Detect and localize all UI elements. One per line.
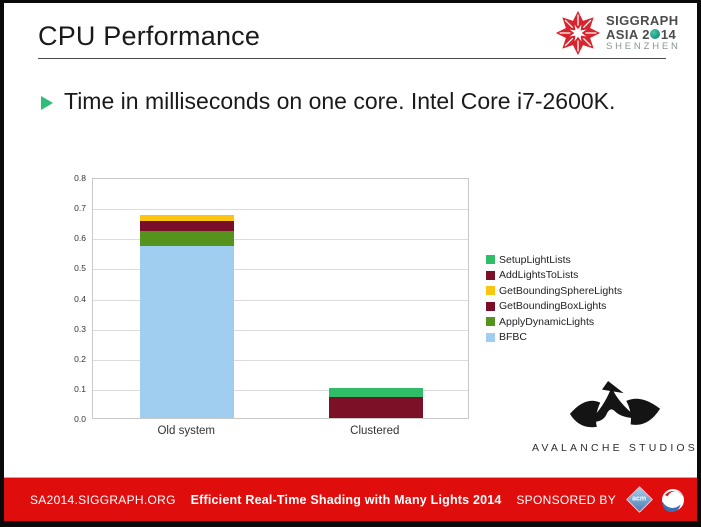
- gridline: [93, 359, 468, 361]
- bullet-text: Time in milliseconds on one core. Intel …: [64, 88, 616, 114]
- y-axis-tick-label: 0.2: [74, 353, 86, 364]
- siggraph-asia-logo: SIGGRAPH ASIA 2 14 SHENZHEN: [554, 9, 681, 57]
- globe-icon: [650, 29, 661, 40]
- legend-swatch-icon: [486, 255, 495, 265]
- acm-logo-icon: acm: [626, 486, 653, 513]
- footer-sponsors: SPONSORED BY acm: [516, 486, 685, 513]
- legend-label: GetBoundingSphereLights: [499, 284, 623, 297]
- gridline: [93, 209, 468, 211]
- bullet-triangle-icon: [41, 96, 53, 110]
- legend-label: BFBC: [499, 331, 528, 344]
- legend-item: ApplyDynamicLights: [486, 314, 622, 330]
- chart-plot-area: [92, 178, 469, 419]
- legend-item: GetBoundingSphereLights: [486, 283, 622, 299]
- legend-swatch-icon: [486, 332, 495, 342]
- siggraph-logo-line1: SIGGRAPH: [606, 12, 679, 28]
- slide: CPU Performance: [4, 3, 697, 521]
- gridline: [93, 329, 468, 331]
- y-axis-tick-label: 0.3: [74, 323, 86, 334]
- bar-segment-ApplyDynamicLights: [140, 231, 235, 247]
- y-axis-tick-label: 0.1: [74, 383, 86, 394]
- y-axis-tick-label: 0.5: [74, 263, 86, 274]
- bar-segment-GetBoundingSphereLights: [140, 215, 235, 221]
- x-axis-category-label: Old system: [157, 425, 215, 437]
- x-axis-category-label: Clustered: [350, 425, 400, 437]
- avalanche-mark-icon: [569, 381, 661, 428]
- footer-bar: SA2014.SIGGRAPH.ORG Efficient Real-Time …: [4, 477, 697, 521]
- legend-swatch-icon: [486, 317, 495, 327]
- gridline: [93, 299, 468, 301]
- legend-swatch-icon: [486, 301, 495, 311]
- y-axis-tick-label: 0.6: [74, 233, 86, 244]
- gridline: [93, 239, 468, 241]
- legend-label: GetBoundingBoxLights: [499, 300, 607, 313]
- legend-label: ApplyDynamicLights: [499, 315, 595, 328]
- footer-url: SA2014.SIGGRAPH.ORG: [30, 492, 176, 507]
- legend-item: BFBC: [486, 330, 622, 346]
- bar-segment-GetBoundingBoxLights: [140, 220, 235, 232]
- siggraph-logo-text: SIGGRAPH ASIA 2 14 SHENZHEN: [606, 14, 681, 52]
- stacked-bar-chart: 0.0 0.1 0.2 0.3 0.4 0.5 0.6 0.7 0.8 Old system Clu…: [50, 173, 480, 441]
- legend-item: AddLightsToLists: [486, 268, 622, 284]
- bar-segment-BFBC: [140, 246, 235, 418]
- sponsored-by-label: SPONSORED BY: [516, 492, 616, 507]
- gridline: [93, 389, 468, 391]
- bar-segment-AddLightsToLists: [328, 396, 423, 418]
- siggraph-star-icon: [555, 10, 601, 56]
- y-axis-tick-label: 0.0: [74, 414, 86, 424]
- y-axis-tick-label: 0.8: [74, 173, 86, 183]
- legend-label: SetupLightLists: [499, 253, 571, 266]
- y-axis-tick-label: 0.4: [74, 293, 86, 304]
- legend-item: GetBoundingBoxLights: [486, 299, 622, 315]
- legend-swatch-icon: [486, 286, 495, 296]
- footer-course-title: Efficient Real-Time Shading with Many Li…: [190, 492, 502, 507]
- legend-label: AddLightsToLists: [499, 269, 579, 282]
- avalanche-studios-logo: AVALANCHE STUDIOS: [529, 379, 701, 454]
- avalanche-name: AVALANCHE STUDIOS: [531, 442, 699, 454]
- sponsor-globe-icon: [662, 488, 684, 512]
- slide-title: CPU Performance: [38, 21, 261, 51]
- y-axis-tick-label: 0.7: [74, 203, 86, 214]
- legend-item: SetupLightLists: [486, 252, 622, 268]
- legend-swatch-icon: [486, 270, 495, 280]
- siggraph-logo-line2: ASIA 2 14: [606, 26, 677, 42]
- gridline: [93, 269, 468, 271]
- title-underline: [38, 58, 666, 59]
- bar-segment-SetupLightLists: [328, 387, 423, 397]
- chart-legend: SetupLightLists AddLightsToLists GetBoundi…: [486, 252, 622, 345]
- siggraph-logo-line3: SHENZHEN: [606, 41, 681, 53]
